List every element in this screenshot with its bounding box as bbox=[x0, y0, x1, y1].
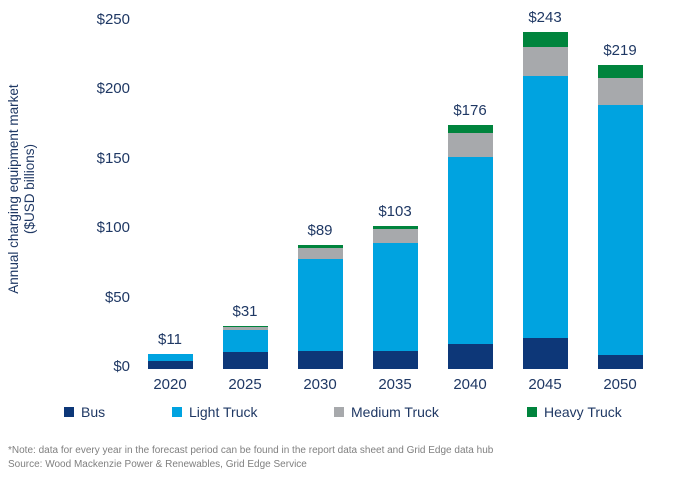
bar-segment-heavy-truck-2035 bbox=[372, 226, 418, 229]
bar-segment-light-truck-2045 bbox=[522, 76, 568, 339]
bar-segment-light-truck-2050 bbox=[597, 105, 643, 356]
bar-segment-medium-truck-2025 bbox=[222, 327, 268, 331]
y-axis-title-line2: ($USD billions) bbox=[22, 143, 38, 235]
bar-segment-bus-2050 bbox=[597, 355, 643, 369]
x-axis-label-2030: 2030 bbox=[303, 376, 337, 393]
bar-segment-medium-truck-2035 bbox=[372, 228, 418, 243]
bar-segment-light-truck-2040 bbox=[447, 156, 493, 344]
bar-total-label-2020: $11 bbox=[158, 330, 182, 348]
bar-segment-bus-2045 bbox=[522, 338, 568, 369]
bar-segment-heavy-truck-2040 bbox=[447, 124, 493, 134]
bar-segment-light-truck-2020 bbox=[147, 353, 193, 361]
x-axis-label-2025: 2025 bbox=[228, 376, 262, 393]
y-tick-label: $0 bbox=[113, 358, 130, 375]
bar-segment-heavy-truck-2030 bbox=[297, 245, 343, 249]
bar-segment-light-truck-2025 bbox=[222, 330, 268, 353]
bar-total-label-2040: $176 bbox=[453, 101, 487, 119]
x-axis-label-2035: 2035 bbox=[378, 376, 412, 393]
bar-segment-medium-truck-2050 bbox=[597, 77, 643, 106]
x-axis-label-2045: 2045 bbox=[528, 376, 562, 393]
bar-segment-bus-2035 bbox=[372, 350, 418, 369]
bar-total-label-2045: $243 bbox=[528, 8, 562, 26]
footnote: *Note: data for every year in the foreca… bbox=[8, 444, 493, 471]
bar-total-label-2025: $31 bbox=[232, 302, 258, 320]
x-axis-label-2050: 2050 bbox=[603, 376, 637, 393]
y-tick-label: $50 bbox=[104, 288, 130, 306]
legend-label: Medium Truck bbox=[351, 404, 439, 420]
legend-swatch-icon bbox=[334, 407, 344, 417]
legend-item-bus: Bus bbox=[64, 403, 105, 421]
bar-segment-bus-2030 bbox=[297, 350, 343, 369]
bar-segment-heavy-truck-2025 bbox=[222, 325, 268, 328]
footnote-source: Source: Wood Mackenzie Power & Renewable… bbox=[8, 458, 307, 470]
legend-label: Light Truck bbox=[189, 404, 258, 420]
bar-segment-medium-truck-2045 bbox=[522, 46, 568, 77]
legend-label: Bus bbox=[81, 404, 106, 420]
bar-segment-medium-truck-2040 bbox=[447, 133, 493, 157]
legend-swatch-icon bbox=[527, 407, 537, 417]
footnote-note: *Note: data for every year in the foreca… bbox=[8, 445, 494, 456]
y-tick-label: $200 bbox=[96, 80, 130, 98]
bar-segment-bus-2020 bbox=[147, 360, 193, 369]
legend-item-heavy-truck: Heavy Truck bbox=[527, 403, 622, 421]
bar-segment-light-truck-2035 bbox=[372, 242, 418, 351]
bar-segment-bus-2040 bbox=[447, 344, 493, 369]
bar-segment-bus-2025 bbox=[222, 352, 268, 369]
legend-item-medium-truck: Medium Truck bbox=[334, 403, 439, 421]
legend-swatch-icon bbox=[172, 407, 182, 417]
bar-segment-light-truck-2030 bbox=[297, 259, 343, 351]
y-tick-label: $150 bbox=[96, 149, 130, 167]
bar-segment-medium-truck-2030 bbox=[297, 248, 343, 260]
bar-segment-heavy-truck-2050 bbox=[597, 65, 643, 78]
legend-label: Heavy Truck bbox=[544, 404, 622, 420]
x-axis-label-2040: 2040 bbox=[453, 376, 487, 393]
y-axis-title-line1: Annual charging equipment market bbox=[6, 84, 21, 294]
legend-swatch-icon bbox=[64, 407, 74, 417]
bar-total-label-2030: $89 bbox=[307, 222, 333, 240]
y-tick-label: $100 bbox=[96, 219, 130, 237]
y-axis-title: Annual charging equipment market ($USD b… bbox=[6, 24, 40, 354]
y-tick-label: $250 bbox=[96, 11, 130, 28]
legend-item-light-truck: Light Truck bbox=[172, 403, 257, 421]
bar-total-label-2035: $103 bbox=[378, 203, 412, 221]
bar-total-label-2050: $219 bbox=[603, 42, 637, 60]
x-axis-label-2020: 2020 bbox=[153, 376, 187, 393]
bar-segment-heavy-truck-2045 bbox=[522, 31, 568, 47]
